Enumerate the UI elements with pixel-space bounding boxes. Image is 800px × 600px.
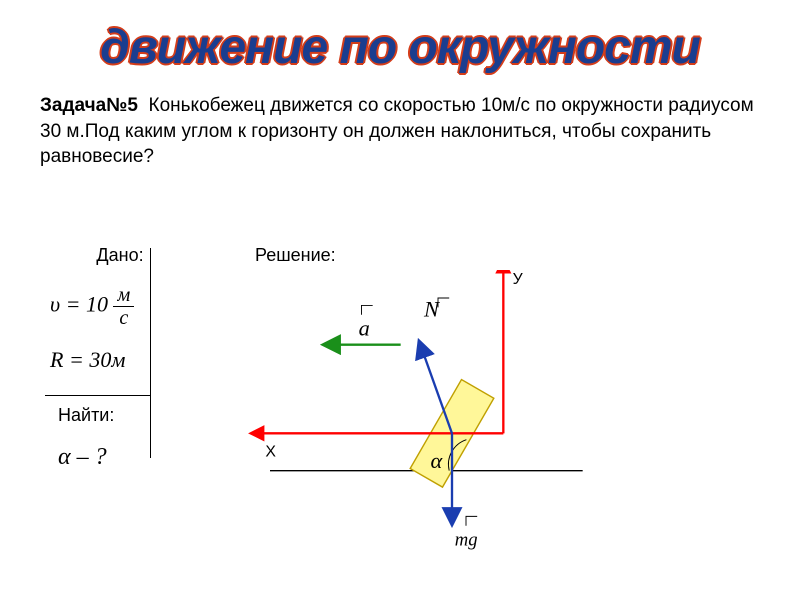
v-unit-den: с [113,307,134,329]
given-divider-horizontal [45,395,150,396]
r-unit: м [111,347,125,372]
problem-statement: Задача№5 Конькобежец движется со скорост… [0,75,800,170]
vec-mark-n [438,298,449,307]
page-title: движение по окружности [100,21,700,74]
given-divider-vertical [150,248,151,458]
vec-mark-a [361,305,372,314]
vector-n-label: N [423,297,440,322]
given-velocity: υ = 10 м с [50,284,190,329]
given-radius: R = 30м [50,347,190,373]
vector-mg-label: mg [455,529,478,550]
r-symbol: R [50,347,63,372]
axis-x-label: Х [265,444,276,461]
v-unit-num: м [113,284,134,307]
solution-label: Решение: [255,245,336,266]
alpha-label: α [431,448,444,473]
v-value: 10 [86,292,108,317]
find-label: Найти: [58,405,114,426]
problem-number: Задача№5 [40,95,138,116]
axis-y-label: У [513,271,524,288]
r-value: 30 [89,347,111,372]
v-unit: м с [113,284,134,329]
v-symbol: υ [50,292,60,317]
force-diagram: α У Х N mg a [200,270,620,550]
find-symbol: α – ? [58,444,114,471]
vec-mark-mg [466,516,477,525]
given-block: Дано: υ = 10 м с R = 30м [50,245,190,373]
find-block: Найти: α – ? [58,405,114,471]
given-label: Дано: [50,245,190,266]
vector-n [419,342,452,433]
vector-a-label: a [359,315,370,340]
